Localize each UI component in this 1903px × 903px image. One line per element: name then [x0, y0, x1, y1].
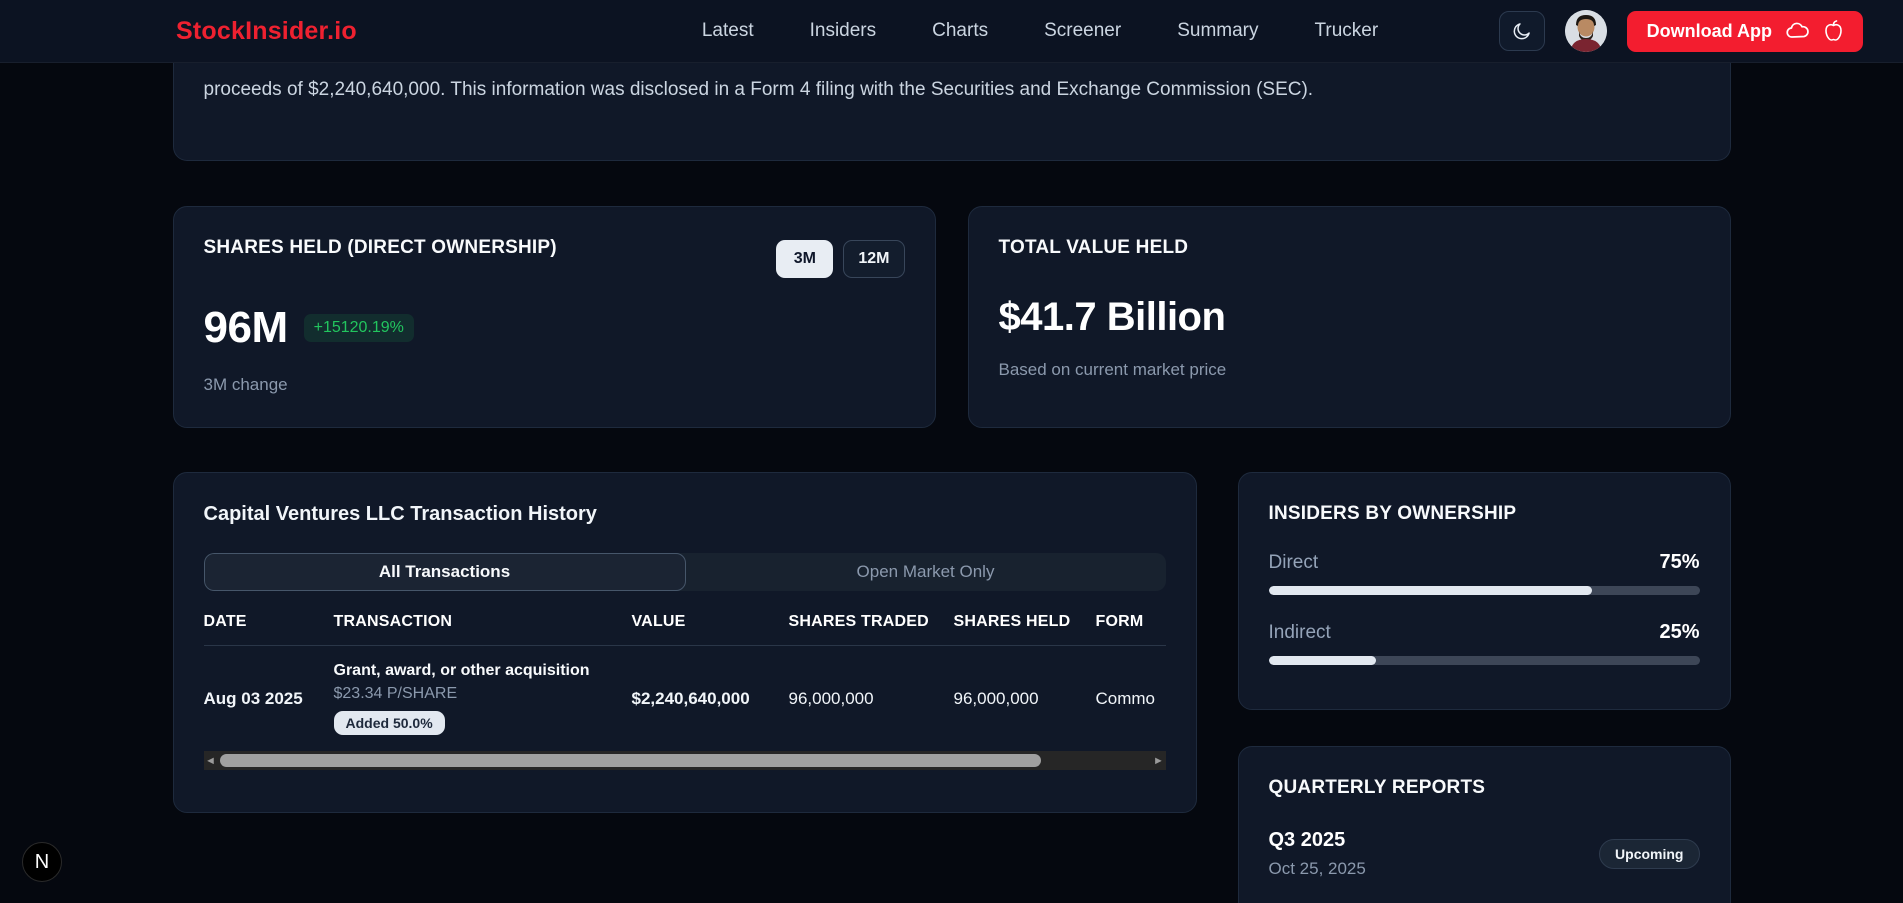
col-header-date: DATE — [203, 613, 247, 630]
report-quarter: Q3 2025 — [1268, 829, 1346, 851]
scrollbar-track[interactable] — [218, 753, 1152, 768]
moon-icon — [1512, 21, 1532, 41]
ownership-percent: 25% — [1659, 621, 1700, 643]
toggle-12m-button[interactable]: 12M — [843, 240, 905, 278]
horizontal-scrollbar[interactable]: ◄ ► — [203, 751, 1166, 770]
cell-date: Aug 03 2025 — [203, 688, 303, 708]
col-header-shares-traded: SHARES TRADED — [788, 613, 929, 630]
tab-all-transactions[interactable]: All Transactions — [203, 553, 686, 591]
insiders-by-ownership-card: INSIDERS BY OWNERSHIP Direct 75% Indirec… — [1237, 472, 1731, 710]
nav-item-insiders[interactable]: Insiders — [809, 20, 877, 41]
col-header-form: FORM — [1095, 613, 1144, 630]
cell-shares-traded: 96,000,000 — [788, 688, 874, 708]
col-header-shares-held: SHARES HELD — [953, 613, 1071, 630]
download-app-button[interactable]: Download App — [1626, 10, 1863, 52]
scrollbar-thumb[interactable] — [219, 754, 1042, 767]
table-row: Aug 03 2025 Grant, award, or other acqui… — [204, 646, 1166, 735]
apple-icon — [1824, 20, 1843, 42]
ownership-row-direct: Direct 75% — [1268, 551, 1700, 595]
nav-item-summary[interactable]: Summary — [1177, 20, 1259, 41]
nav-links: Latest Insiders Charts Screener Summary … — [702, 20, 1378, 42]
ownership-progress-bar — [1268, 656, 1700, 665]
filing-summary-card: proceeds of $2,240,640,000. This informa… — [172, 63, 1731, 161]
page-content: proceeds of $2,240,640,000. This informa… — [172, 63, 1731, 903]
details-row: Capital Ventures LLC Transaction History… — [172, 472, 1731, 903]
transaction-type: Grant, award, or other acquisition — [333, 662, 590, 679]
ownership-progress-fill — [1268, 656, 1377, 665]
ownership-progress-bar — [1268, 586, 1700, 595]
stats-row: SHARES HELD (DIRECT OWNERSHIP) 3M 12M 96… — [172, 206, 1731, 428]
shares-held-caption: 3M change — [203, 375, 288, 394]
scroll-right-arrow-icon[interactable]: ► — [1153, 754, 1164, 767]
tab-open-market-only[interactable]: Open Market Only — [856, 562, 995, 581]
col-header-value: VALUE — [631, 613, 686, 630]
report-list-item: Q3 2025 Oct 25, 2025 Upcoming — [1269, 829, 1700, 879]
total-value-title: TOTAL VALUE HELD — [998, 237, 1189, 258]
report-info: Q3 2025 Oct 25, 2025 — [1269, 829, 1366, 879]
cloud-icon — [1786, 22, 1810, 40]
ownership-label: Direct — [1268, 551, 1319, 573]
period-toggle: 3M 12M — [776, 240, 905, 278]
top-navbar: StockInsider.io Latest Insiders Charts S… — [0, 0, 1903, 63]
added-percentage-badge: Added 50.0% — [333, 711, 445, 735]
total-value-card: TOTAL VALUE HELD $41.7 Billion Based on … — [967, 206, 1731, 428]
sidebar-column: INSIDERS BY OWNERSHIP Direct 75% Indirec… — [1237, 472, 1731, 903]
ownership-progress-fill — [1268, 586, 1592, 595]
cell-transaction: Grant, award, or other acquisition $23.3… — [333, 662, 632, 735]
nav-controls: Download App — [1498, 10, 1863, 52]
col-header-transaction: TRANSACTION — [333, 613, 453, 630]
brand-logo[interactable]: StockInsider.io — [176, 16, 357, 45]
shares-held-card: SHARES HELD (DIRECT OWNERSHIP) 3M 12M 96… — [172, 206, 936, 428]
transaction-filter-tabs: All Transactions Open Market Only — [203, 553, 1166, 591]
transaction-history-card: Capital Ventures LLC Transaction History… — [172, 472, 1197, 813]
nav-item-screener[interactable]: Screener — [1044, 20, 1122, 41]
filing-summary-text: proceeds of $2,240,640,000. This informa… — [203, 79, 1314, 100]
table-header-row: DATE TRANSACTION VALUE SHARES TRADED SHA… — [203, 613, 1166, 646]
shares-held-stat: 96M +15120.19% — [204, 303, 905, 353]
report-date: Oct 25, 2025 — [1268, 859, 1366, 878]
cell-value: $2,240,640,000 — [631, 688, 750, 708]
nextjs-dev-badge[interactable]: N — [22, 842, 62, 882]
shares-held-value: 96M — [203, 303, 289, 352]
ownership-percent: 75% — [1659, 551, 1700, 573]
total-value-amount: $41.7 Billion — [998, 295, 1226, 339]
change-percentage-badge: +15120.19% — [303, 314, 414, 342]
cell-form: Commo — [1095, 688, 1156, 708]
theme-toggle-button[interactable] — [1498, 11, 1545, 51]
report-status-badge: Upcoming — [1599, 839, 1700, 869]
ownership-row-indirect: Indirect 25% — [1268, 621, 1700, 665]
quarterly-reports-card: QUARTERLY REPORTS Q3 2025 Oct 25, 2025 U… — [1237, 746, 1731, 903]
ownership-card-title: INSIDERS BY OWNERSHIP — [1268, 503, 1517, 524]
nextjs-n-icon: N — [34, 850, 50, 873]
transactions-table: DATE TRANSACTION VALUE SHARES TRADED SHA… — [203, 613, 1166, 735]
nav-item-trucker[interactable]: Trucker — [1314, 20, 1379, 41]
nav-item-latest[interactable]: Latest — [701, 20, 754, 41]
ownership-label: Indirect — [1268, 621, 1331, 643]
scroll-left-arrow-icon[interactable]: ◄ — [205, 754, 216, 767]
total-value-caption: Based on current market price — [998, 360, 1227, 379]
price-per-share: $23.34 P/SHARE — [333, 685, 458, 702]
toggle-3m-button[interactable]: 3M — [776, 240, 834, 278]
transaction-history-title: Capital Ventures LLC Transaction History — [203, 503, 597, 525]
download-app-label: Download App — [1646, 20, 1772, 41]
quarterly-reports-title: QUARTERLY REPORTS — [1268, 777, 1486, 798]
nav-item-charts[interactable]: Charts — [932, 20, 989, 41]
user-avatar[interactable] — [1564, 10, 1607, 52]
cell-shares-held: 96,000,000 — [953, 688, 1039, 708]
shares-held-title: SHARES HELD (DIRECT OWNERSHIP) — [203, 237, 557, 258]
